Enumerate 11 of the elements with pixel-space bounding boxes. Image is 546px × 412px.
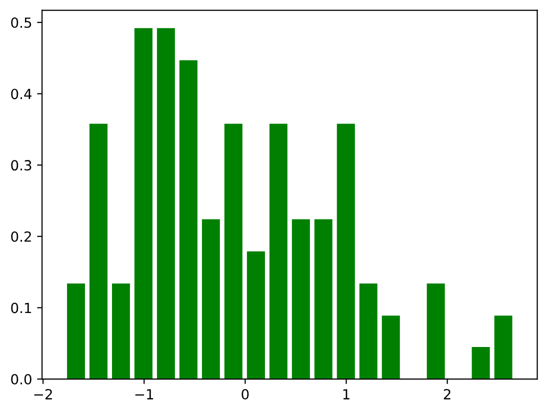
x-tick-label: 1: [343, 389, 350, 400]
y-tick-label: 0.2: [11, 231, 31, 242]
y-tick-label: 0.3: [11, 160, 32, 171]
y-tick-label: 0.5: [11, 17, 32, 28]
x-tick-label: 0: [242, 389, 249, 400]
x-tick-label: −2: [34, 389, 52, 400]
x-tick-label: −1: [135, 389, 154, 400]
y-tick-label: 0.1: [11, 302, 32, 314]
y-tick-label: 0.0: [11, 374, 32, 385]
x-tick-label: 2: [444, 389, 450, 400]
y-tick-label: 0.4: [11, 88, 32, 100]
